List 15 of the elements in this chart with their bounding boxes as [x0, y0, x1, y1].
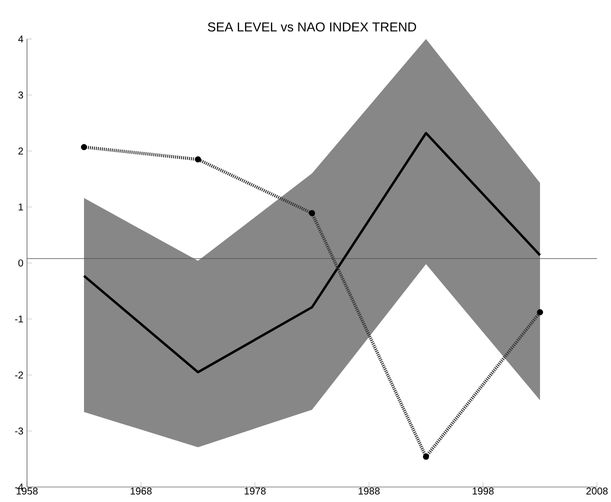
y-tick-label: -1	[15, 316, 23, 322]
chart-title: SEA LEVEL vs NAO INDEX TREND	[208, 22, 416, 32]
x-tick-label: 1988	[358, 488, 380, 495]
x-tick-label: 1968	[130, 488, 152, 495]
y-tick-label: 1	[18, 204, 23, 210]
y-tick-label: 4	[18, 36, 24, 42]
y-tick-label: -3	[15, 427, 24, 435]
x-tick-label: 1978	[244, 488, 266, 495]
y-tick-label: 2	[18, 148, 23, 154]
line-series	[82, 132, 542, 374]
y-tick-label: 3	[18, 91, 24, 99]
x-tick-label: 2008	[586, 488, 608, 495]
x-tick-label: 1998	[472, 488, 494, 495]
y-tick-label: 0	[18, 259, 24, 267]
y-tick-label: -2	[15, 372, 23, 378]
